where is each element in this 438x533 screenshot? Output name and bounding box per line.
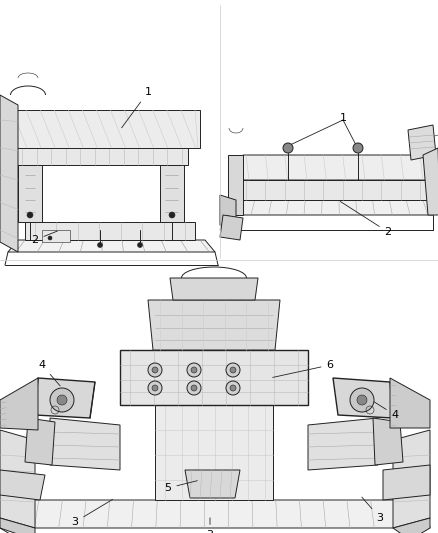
Circle shape bbox=[353, 143, 363, 153]
Polygon shape bbox=[393, 430, 430, 528]
Circle shape bbox=[50, 388, 74, 412]
Polygon shape bbox=[220, 195, 236, 230]
Circle shape bbox=[152, 385, 158, 391]
Polygon shape bbox=[238, 180, 428, 200]
Polygon shape bbox=[155, 405, 273, 500]
Polygon shape bbox=[185, 470, 240, 498]
Text: 1: 1 bbox=[122, 87, 152, 128]
Polygon shape bbox=[120, 350, 308, 405]
Circle shape bbox=[138, 243, 142, 247]
Circle shape bbox=[27, 212, 33, 218]
Circle shape bbox=[187, 363, 201, 377]
Circle shape bbox=[148, 381, 162, 395]
Circle shape bbox=[152, 367, 158, 373]
Text: 6: 6 bbox=[273, 360, 333, 377]
Circle shape bbox=[230, 385, 236, 391]
Polygon shape bbox=[148, 300, 280, 350]
Circle shape bbox=[230, 367, 236, 373]
Polygon shape bbox=[228, 200, 433, 215]
Polygon shape bbox=[0, 470, 45, 500]
Polygon shape bbox=[0, 518, 35, 533]
Polygon shape bbox=[390, 378, 430, 428]
Circle shape bbox=[357, 395, 367, 405]
Polygon shape bbox=[308, 418, 378, 470]
Polygon shape bbox=[238, 155, 428, 180]
Polygon shape bbox=[25, 222, 195, 240]
Text: 3: 3 bbox=[71, 499, 113, 527]
Polygon shape bbox=[220, 215, 243, 240]
Polygon shape bbox=[393, 518, 430, 533]
Polygon shape bbox=[0, 430, 35, 528]
Circle shape bbox=[57, 395, 67, 405]
Text: 4: 4 bbox=[39, 360, 60, 386]
Polygon shape bbox=[18, 165, 42, 222]
Polygon shape bbox=[373, 418, 403, 465]
Polygon shape bbox=[50, 418, 120, 470]
Text: 1: 1 bbox=[339, 113, 346, 123]
Text: 3: 3 bbox=[362, 497, 384, 523]
Polygon shape bbox=[170, 278, 258, 300]
Polygon shape bbox=[3, 500, 430, 528]
Polygon shape bbox=[0, 378, 38, 430]
Text: 3: 3 bbox=[206, 518, 213, 533]
Circle shape bbox=[48, 236, 52, 240]
Circle shape bbox=[191, 385, 197, 391]
Text: 2: 2 bbox=[32, 231, 57, 245]
Circle shape bbox=[169, 212, 175, 218]
Circle shape bbox=[226, 363, 240, 377]
Polygon shape bbox=[333, 378, 393, 418]
Polygon shape bbox=[42, 230, 70, 242]
Text: 2: 2 bbox=[340, 201, 392, 237]
Text: 5: 5 bbox=[165, 481, 197, 493]
Circle shape bbox=[191, 367, 197, 373]
Polygon shape bbox=[0, 95, 18, 252]
Circle shape bbox=[226, 381, 240, 395]
Text: 4: 4 bbox=[371, 399, 399, 420]
Polygon shape bbox=[35, 378, 95, 418]
Polygon shape bbox=[8, 240, 215, 252]
Polygon shape bbox=[25, 418, 55, 465]
Circle shape bbox=[350, 388, 374, 412]
Polygon shape bbox=[408, 125, 436, 160]
Polygon shape bbox=[15, 148, 188, 165]
Polygon shape bbox=[383, 465, 430, 500]
Circle shape bbox=[98, 243, 102, 247]
Polygon shape bbox=[423, 148, 438, 215]
Circle shape bbox=[148, 363, 162, 377]
Polygon shape bbox=[10, 110, 200, 148]
Polygon shape bbox=[228, 155, 243, 215]
Circle shape bbox=[187, 381, 201, 395]
Circle shape bbox=[283, 143, 293, 153]
Polygon shape bbox=[160, 165, 184, 222]
